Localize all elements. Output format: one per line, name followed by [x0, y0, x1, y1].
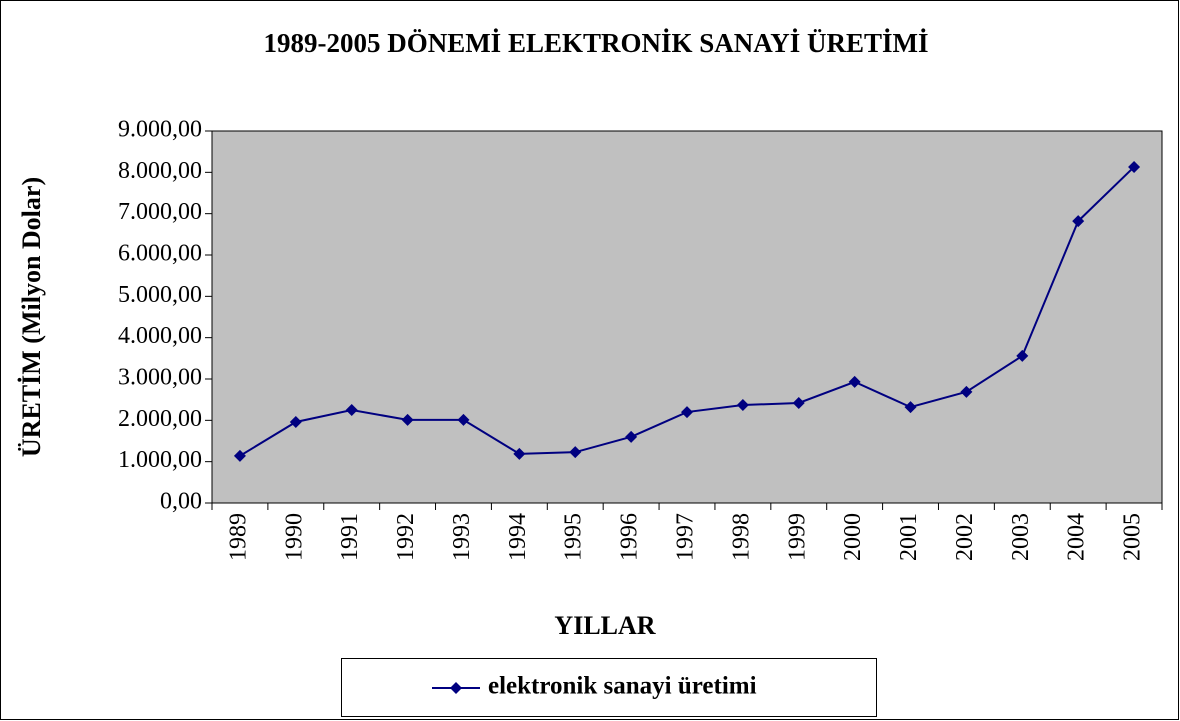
- y-tick-label: 1.000,00: [118, 447, 202, 473]
- y-tick-label: 5.000,00: [118, 282, 202, 308]
- x-tick-label: 1998: [728, 513, 754, 561]
- point: [289, 415, 302, 428]
- x-tick-label: 2003: [1008, 513, 1034, 561]
- y-tick-label: 4.000,00: [118, 323, 202, 349]
- y-tick-label: 0,00: [160, 489, 202, 515]
- x-tick-label: 1997: [673, 513, 699, 561]
- point: [1016, 349, 1029, 362]
- point: [401, 413, 414, 426]
- point: [625, 430, 638, 443]
- x-tick-label: 2005: [1120, 513, 1146, 561]
- x-tick-label: 1996: [617, 513, 643, 561]
- x-tick-label: 2000: [840, 513, 866, 561]
- x-tick-label: 1989: [225, 513, 251, 561]
- chart-title: 1989-2005 DÖNEMİ ELEKTRONİK SANAYİ ÜRETİ…: [263, 28, 928, 58]
- point: [736, 399, 749, 412]
- point: [513, 447, 526, 460]
- legend-box: [341, 658, 877, 717]
- x-tick-label: 1999: [784, 513, 810, 561]
- plot-area: [211, 130, 1163, 504]
- y-tick-label: 9.000,00: [118, 117, 202, 143]
- y-tick-label: 7.000,00: [118, 199, 202, 225]
- point: [1128, 160, 1141, 173]
- y-axis-label: ÜRETİM (Milyon Dolar): [17, 177, 46, 457]
- x-tick-label: 1991: [337, 513, 363, 561]
- x-tick-label: 1990: [281, 513, 307, 561]
- point: [960, 385, 973, 398]
- point: [848, 375, 861, 388]
- point: [569, 446, 582, 459]
- point: [457, 413, 470, 426]
- y-tick-label: 6.000,00: [118, 241, 202, 267]
- x-tick-label: 2001: [896, 513, 922, 561]
- x-tick-label: 2004: [1064, 513, 1090, 561]
- y-tick-label: 2.000,00: [118, 406, 202, 432]
- x-tick-label: 1994: [505, 513, 531, 561]
- point: [233, 449, 246, 462]
- x-tick-label: 1993: [449, 513, 475, 561]
- point: [904, 401, 917, 414]
- x-axis-label: YILLAR: [554, 611, 655, 640]
- point: [1072, 215, 1085, 228]
- point: [681, 406, 693, 419]
- point: [345, 404, 358, 416]
- x-tick-label: 2002: [952, 513, 978, 561]
- x-tick-label: 1992: [393, 513, 419, 561]
- legend-marker: [450, 682, 462, 694]
- legend-label: elektronik sanayi üretimi: [488, 673, 757, 700]
- y-tick-label: 8.000,00: [118, 158, 202, 184]
- x-tick-label: 1995: [561, 513, 587, 561]
- y-tick-label: 3.000,00: [118, 365, 202, 391]
- point: [792, 396, 805, 409]
